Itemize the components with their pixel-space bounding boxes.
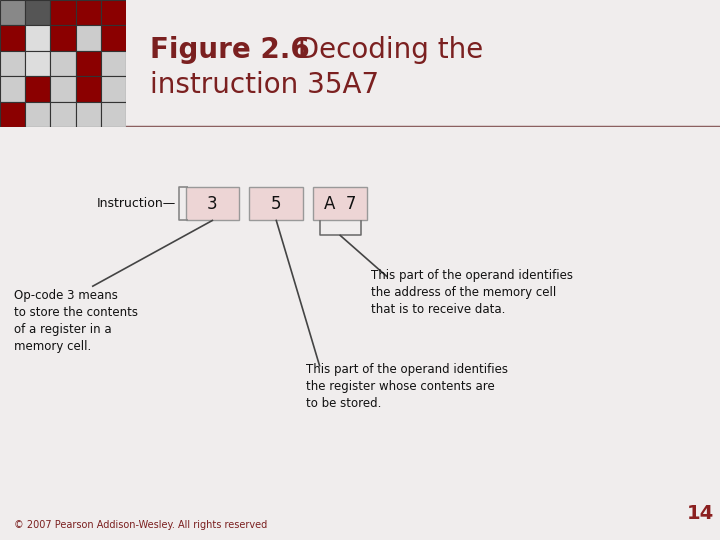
Bar	[101, 0, 126, 25]
Bar	[249, 187, 303, 220]
Bar	[25, 102, 50, 127]
Text: Figure 2.6: Figure 2.6	[150, 36, 310, 64]
Bar	[101, 102, 126, 127]
Bar	[0, 102, 25, 127]
Text: A  7: A 7	[324, 194, 356, 213]
Bar	[25, 25, 50, 51]
Bar	[101, 76, 126, 102]
Bar	[0, 76, 25, 102]
Bar	[0, 25, 25, 51]
Bar	[25, 76, 50, 102]
Text: 3: 3	[207, 194, 217, 213]
Bar	[50, 76, 76, 102]
Bar	[101, 51, 126, 76]
Text: 5: 5	[271, 194, 282, 213]
Bar	[0, 51, 25, 76]
Text: 14: 14	[687, 504, 714, 523]
Bar	[50, 51, 76, 76]
Bar	[50, 102, 76, 127]
Bar	[50, 25, 76, 51]
Bar	[76, 25, 101, 51]
Text: Decoding the: Decoding the	[281, 36, 484, 64]
Bar	[50, 0, 76, 25]
Text: instruction 35A7: instruction 35A7	[150, 71, 379, 99]
Text: This part of the operand identifies
the register whose contents are
to be stored: This part of the operand identifies the …	[306, 363, 508, 410]
Bar	[76, 76, 101, 102]
Bar	[186, 187, 239, 220]
Text: © 2007 Pearson Addison-Wesley. All rights reserved: © 2007 Pearson Addison-Wesley. All right…	[14, 520, 268, 530]
Bar	[313, 187, 367, 220]
Bar	[101, 25, 126, 51]
Bar	[0, 0, 25, 25]
Bar	[76, 102, 101, 127]
Text: This part of the operand identifies
the address of the memory cell
that is to re: This part of the operand identifies the …	[371, 269, 573, 316]
Bar	[76, 0, 101, 25]
Text: Instruction—: Instruction—	[97, 197, 176, 210]
Bar	[25, 0, 50, 25]
Text: Op-code 3 means
to store the contents
of a register in a
memory cell.: Op-code 3 means to store the contents of…	[14, 289, 138, 353]
Bar	[76, 51, 101, 76]
Bar	[25, 51, 50, 76]
